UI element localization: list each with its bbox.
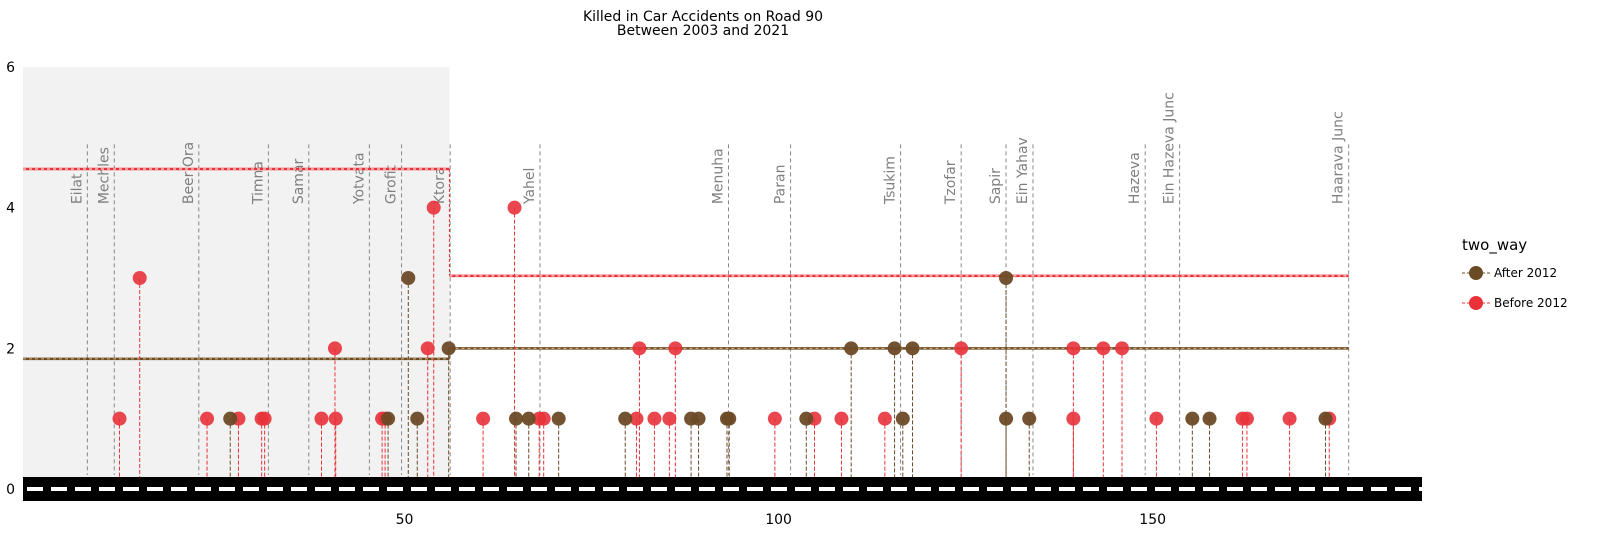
place-label: Eilat (69, 173, 85, 204)
chart-title-line-2: Between 2003 and 2021 (617, 23, 789, 39)
point-before-2012 (767, 411, 782, 426)
point-before-2012 (954, 341, 969, 356)
point-after-2012 (618, 411, 633, 426)
point-before-2012 (1066, 411, 1081, 426)
point-after-2012 (521, 411, 536, 426)
point-after-2012 (551, 411, 566, 426)
point-before-2012 (1239, 411, 1254, 426)
point-before-2012 (200, 411, 215, 426)
place-label: Haarava Junc (1331, 111, 1347, 204)
y-tick-label: 6 (6, 60, 15, 76)
place-label: Yahel (522, 168, 538, 206)
point-before-2012 (314, 411, 329, 426)
point-after-2012 (410, 411, 425, 426)
point-before-2012 (668, 341, 683, 356)
point-before-2012 (632, 341, 647, 356)
place-label: Hazeva (1127, 152, 1143, 204)
point-after-2012 (1185, 411, 1200, 426)
x-tick-label: 50 (396, 512, 414, 528)
place-label: Beer Ora (181, 142, 197, 204)
x-tick-label: 150 (1139, 512, 1166, 528)
point-before-2012 (834, 411, 849, 426)
legend: two_way After 2012 Before 2012 (1462, 236, 1568, 310)
point-after-2012 (999, 271, 1014, 285)
place-label: Sapir (988, 168, 1004, 204)
point-before-2012 (1149, 411, 1164, 426)
point-before-2012 (629, 411, 644, 426)
point-before-2012 (1115, 341, 1130, 356)
place-label: Ktora (432, 167, 448, 205)
y-tick-label: 0 (6, 482, 15, 498)
chart-title-line-1: Killed in Car Accidents on Road 90 (583, 9, 823, 25)
place-label: Mechles (96, 147, 112, 204)
point-after-2012 (799, 411, 814, 426)
place-label: Timna (250, 161, 266, 205)
point-after-2012 (999, 411, 1014, 426)
place-label: Menuha (710, 148, 726, 204)
point-after-2012 (844, 341, 859, 356)
point-after-2012 (895, 411, 910, 426)
point-after-2012 (401, 271, 416, 285)
place-label: Grofit (384, 164, 400, 204)
point-after-2012 (441, 341, 456, 356)
point-after-2012 (509, 411, 524, 426)
place-label: Paran (773, 165, 789, 205)
y-tick-label: 2 (6, 341, 15, 357)
point-after-2012 (722, 411, 737, 426)
point-before-2012 (132, 271, 147, 285)
point-after-2012 (223, 411, 238, 426)
legend-label: Before 2012 (1494, 296, 1568, 310)
point-before-2012 (662, 411, 677, 426)
place-label: Tzofar (943, 160, 959, 205)
legend-swatch-marker (1469, 296, 1483, 310)
y-tick-label: 4 (6, 201, 15, 217)
place-label: Samar (291, 158, 307, 204)
point-before-2012 (647, 411, 662, 426)
point-after-2012 (1202, 411, 1217, 426)
place-label: Ein Hazeva Junc (1162, 92, 1178, 204)
point-after-2012 (691, 411, 706, 426)
point-after-2012 (887, 341, 902, 356)
point-before-2012 (1096, 341, 1111, 356)
point-before-2012 (426, 200, 441, 215)
point-after-2012 (381, 411, 396, 426)
point-after-2012 (905, 341, 920, 356)
point-before-2012 (112, 411, 127, 426)
legend-label: After 2012 (1494, 266, 1557, 280)
legend-swatch-marker (1469, 266, 1483, 280)
point-after-2012 (1022, 411, 1037, 426)
place-label: Ein Yahav (1015, 137, 1031, 204)
point-before-2012 (420, 341, 435, 356)
point-before-2012 (327, 341, 342, 356)
place-label: Yotvata (351, 152, 367, 205)
place-label: Tsukim (883, 156, 899, 205)
road-lower-band (23, 492, 1422, 501)
point-before-2012 (536, 411, 551, 426)
point-before-2012 (507, 200, 522, 215)
plot-area: Eilat Mechles Beer Ora Timna Samar Yotvata Gro… (6, 60, 1422, 528)
point-after-2012 (1318, 411, 1333, 426)
x-tick-label: 100 (765, 512, 792, 528)
road-upper-band (23, 477, 1422, 486)
point-before-2012 (1282, 411, 1297, 426)
point-before-2012 (1066, 341, 1081, 356)
point-before-2012 (257, 411, 272, 426)
point-before-2012 (328, 411, 343, 426)
point-before-2012 (476, 411, 491, 426)
point-before-2012 (877, 411, 892, 426)
legend-title: two_way (1462, 236, 1527, 255)
